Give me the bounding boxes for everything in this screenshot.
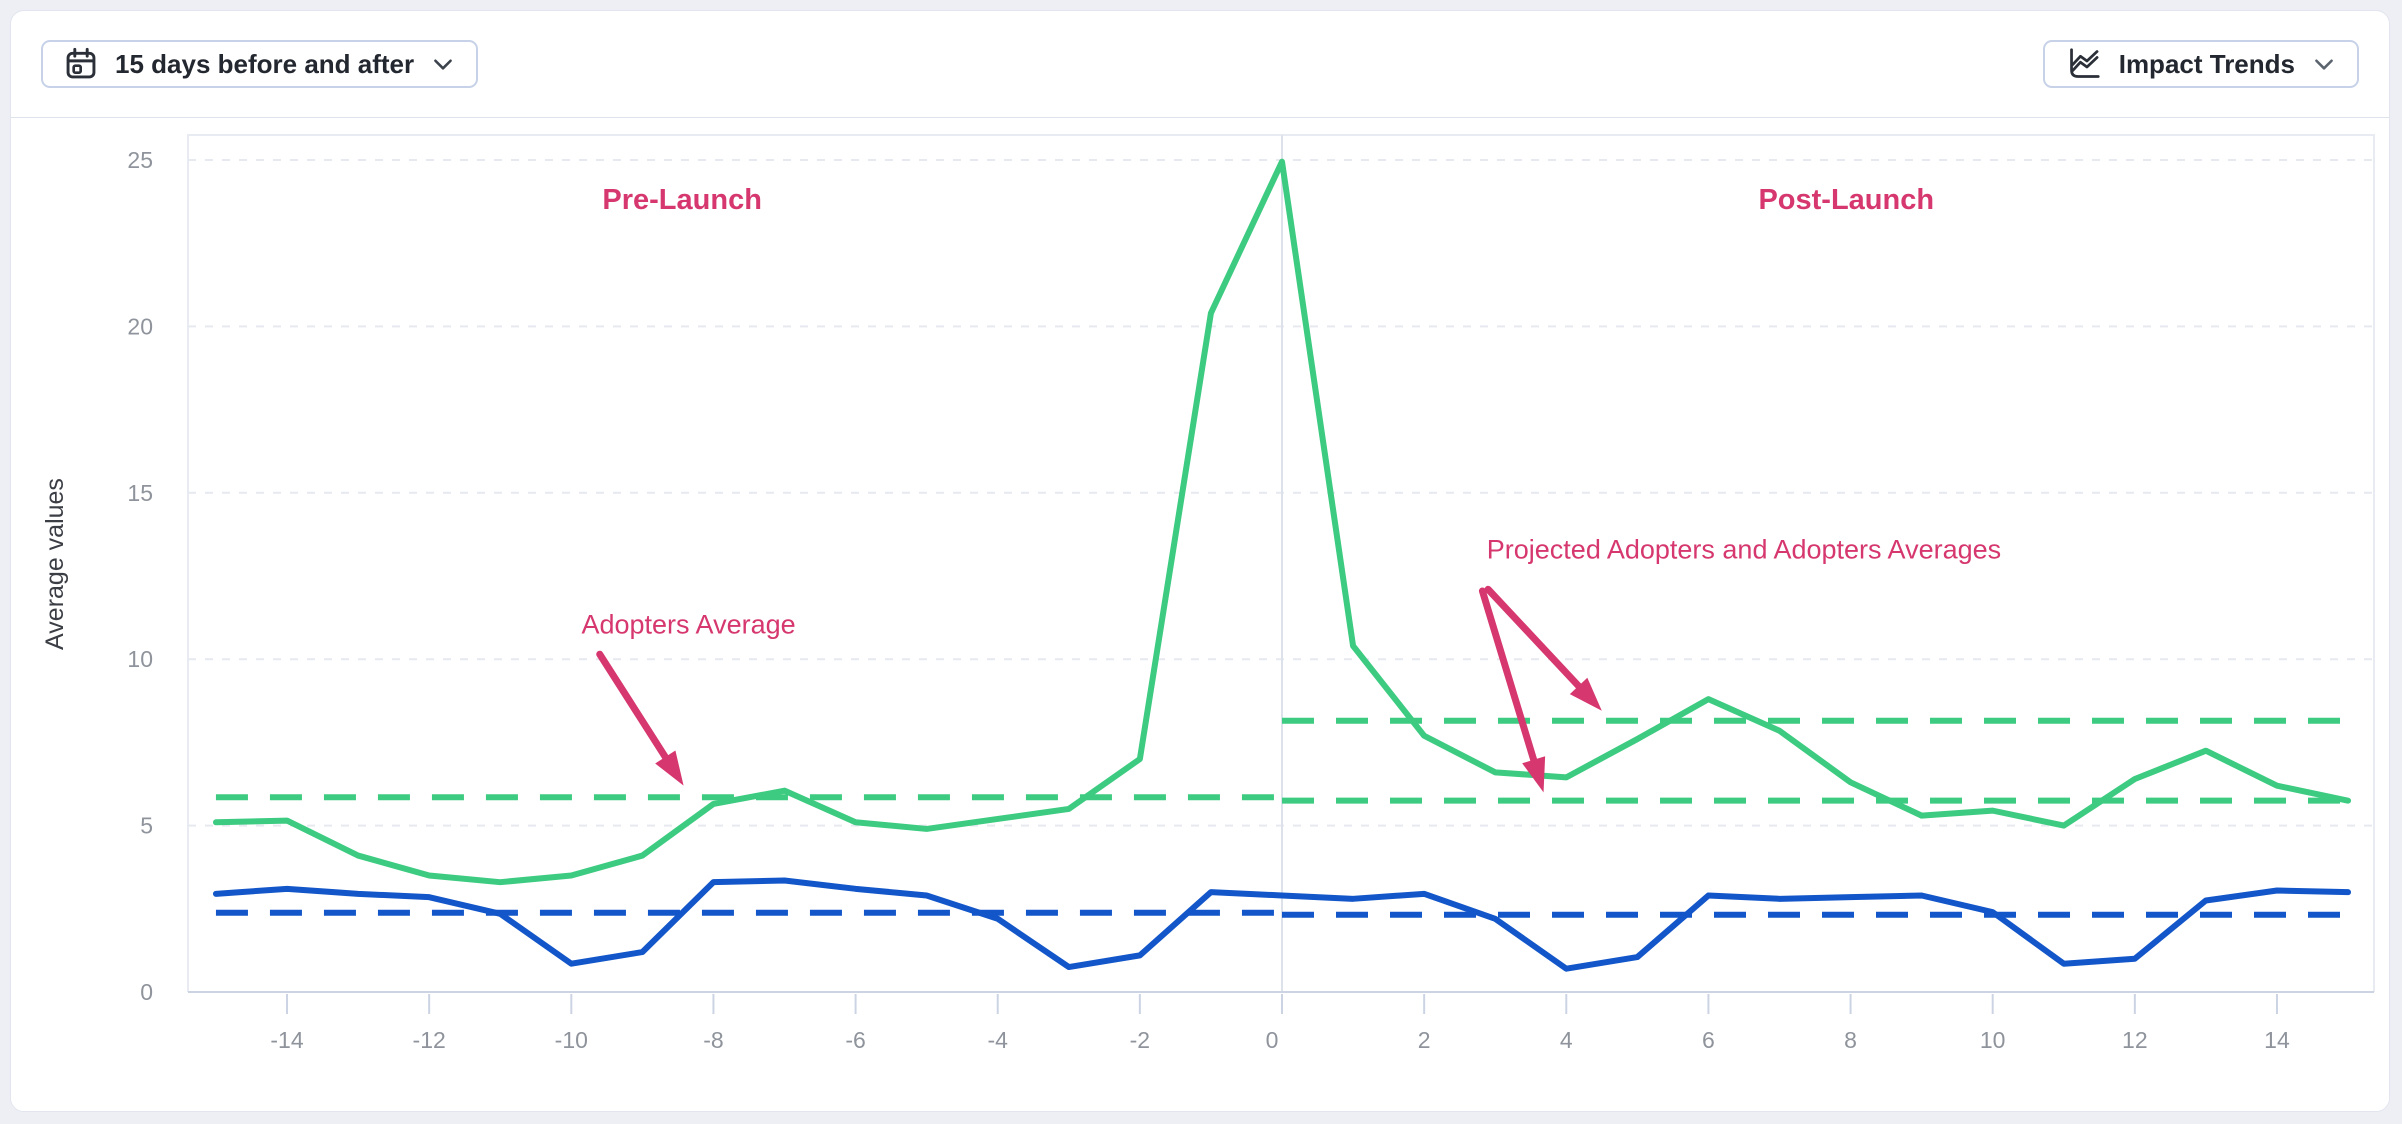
svg-text:-8: -8 [703, 1027, 723, 1053]
svg-text:25: 25 [127, 147, 153, 173]
svg-text:4: 4 [1560, 1027, 1573, 1053]
impact-trends-label: Impact Trends [2118, 48, 2295, 79]
svg-text:20: 20 [127, 313, 153, 339]
annotation-adopters-average-label: Adopters Average [581, 609, 796, 786]
svg-text:-6: -6 [845, 1027, 865, 1053]
svg-text:2: 2 [1418, 1027, 1431, 1053]
svg-text:-10: -10 [555, 1027, 588, 1053]
y-axis-title: Average values [41, 478, 69, 650]
svg-text:10: 10 [127, 646, 153, 672]
y-axis-labels: 0 5 10 15 20 25 [127, 147, 153, 1005]
svg-text:14: 14 [2264, 1027, 2290, 1053]
impact-trends-dropdown[interactable]: Impact Trends [2042, 40, 2359, 88]
series-line-comparison-blue [212, 877, 2352, 972]
svg-text:5: 5 [140, 813, 153, 839]
chart-svg: -14 -12 -10 -8 -6 -4 -2 0 2 4 6 8 10 12 14 0 5 10 15 20 25 Av… [41, 134, 2375, 1053]
annotation-pre-launch-label: Pre-Launch [602, 184, 762, 216]
calendar-icon [63, 46, 99, 82]
svg-text:0: 0 [1266, 1027, 1279, 1053]
date-range-dropdown[interactable]: 15 days before and after [41, 40, 479, 88]
pre-launch-label: Pre-Launch [602, 184, 762, 216]
date-range-label: 15 days before and after [115, 48, 415, 79]
svg-text:-4: -4 [987, 1027, 1008, 1053]
post-launch-label: Post-Launch [1758, 184, 1934, 216]
impact-trends-chart: -14 -12 -10 -8 -6 -4 -2 0 2 4 6 8 10 12 14 0 5 10 15 20 25 Av… [11, 118, 2389, 1111]
svg-text:-2: -2 [1130, 1027, 1150, 1053]
chevron-down-icon [2311, 51, 2337, 77]
series-line-adopters-green [212, 158, 2352, 886]
adopters-average-label: Adopters Average [581, 609, 795, 639]
chevron-down-icon [430, 51, 456, 77]
svg-text:0: 0 [140, 979, 153, 1005]
projected-adopters-label: Projected Adopters and Adopters Averages [1487, 534, 2001, 564]
annotation-post-launch-label: Post-Launch [1758, 184, 1934, 216]
chart-toolbar: 15 days before and after Impact Trends [11, 11, 2389, 118]
svg-text:15: 15 [127, 480, 153, 506]
line-chart-icon [2065, 45, 2103, 83]
annotation-projected-adopters-label: Projected Adopters and Adopters Averages [1478, 534, 2001, 793]
x-axis-labels: -14 -12 -10 -8 -6 -4 -2 0 2 4 6 8 10 12 14 [270, 994, 2290, 1053]
svg-text:-14: -14 [270, 1027, 303, 1053]
svg-text:10: 10 [1980, 1027, 2006, 1053]
svg-text:12: 12 [2122, 1027, 2148, 1053]
svg-text:-12: -12 [413, 1027, 446, 1053]
impact-trends-card: 15 days before and after Impact Trends [10, 10, 2390, 1112]
svg-text:8: 8 [1844, 1027, 1857, 1053]
svg-text:6: 6 [1702, 1027, 1715, 1053]
